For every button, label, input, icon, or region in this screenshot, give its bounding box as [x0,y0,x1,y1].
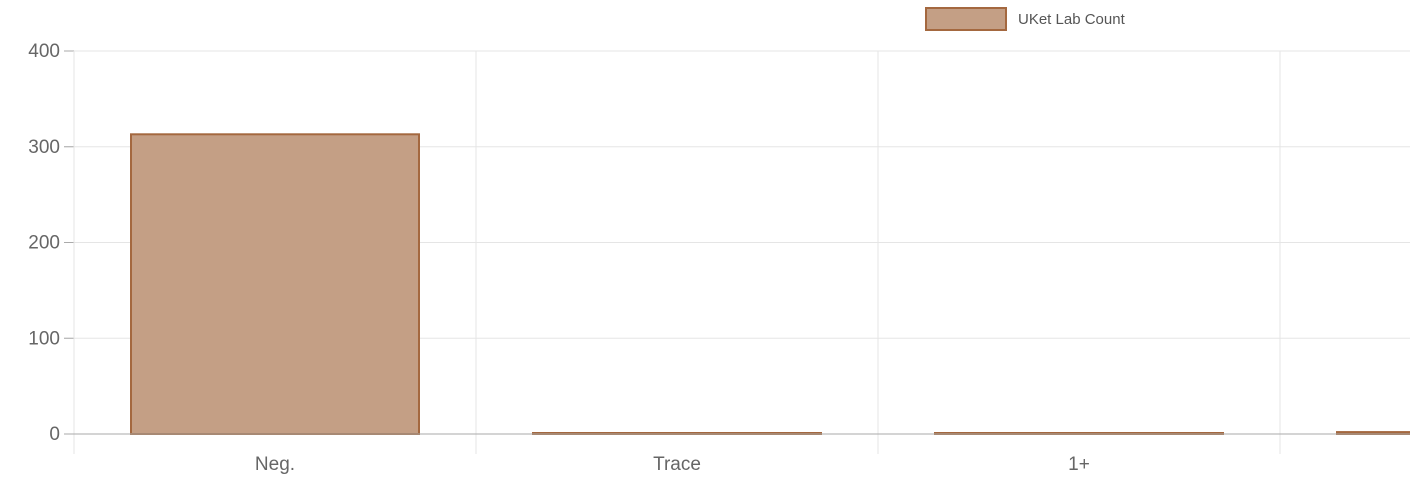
x-tick-label: Neg. [255,454,295,475]
legend-label[interactable]: UKet Lab Count [1018,11,1126,28]
y-tick-label: 100 [28,328,60,349]
legend-swatch[interactable] [925,7,1007,31]
y-tick-label: 400 [28,41,60,62]
x-tick-label: 1+ [1068,454,1090,475]
y-tick-label: 300 [28,137,60,158]
axis-layer: 0 100 200 300 400 Neg. Trace 1+ [28,41,1410,475]
x-tick-label: Trace [653,454,701,475]
legend[interactable]: UKet Lab Count [925,7,1126,31]
y-tick-label: 0 [49,424,60,445]
bar[interactable] [130,133,420,436]
bar[interactable] [1336,431,1410,435]
bar-layer [130,133,1410,436]
y-tick-label: 200 [28,233,60,254]
